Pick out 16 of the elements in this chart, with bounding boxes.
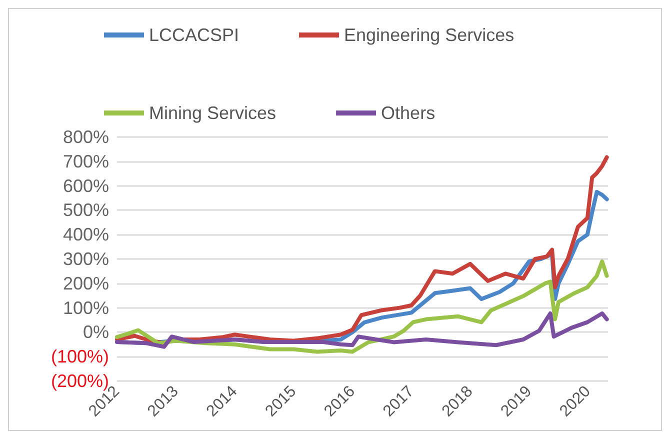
y-tick-label: 700% (62, 151, 109, 172)
y-tick-label: 600% (62, 176, 109, 196)
y-tick-label: 800% (62, 127, 109, 147)
legend-label: Engineering Services (344, 25, 514, 45)
legend-label: Others (381, 103, 436, 123)
y-tick-label: 400% (62, 224, 109, 245)
y-tick-label: 300% (62, 249, 109, 269)
y-tick-label: 100% (62, 298, 109, 318)
line-series (115, 259, 609, 354)
y-tick-label: 500% (62, 200, 109, 220)
legend-label: Mining Services (149, 103, 276, 123)
line-series (115, 311, 609, 349)
y-tick-label: 200% (62, 273, 109, 294)
legend-label: LCCACSPI (149, 25, 240, 45)
y-tick-label: (100%) (50, 346, 109, 367)
y-tick-label: 0% (82, 322, 109, 342)
